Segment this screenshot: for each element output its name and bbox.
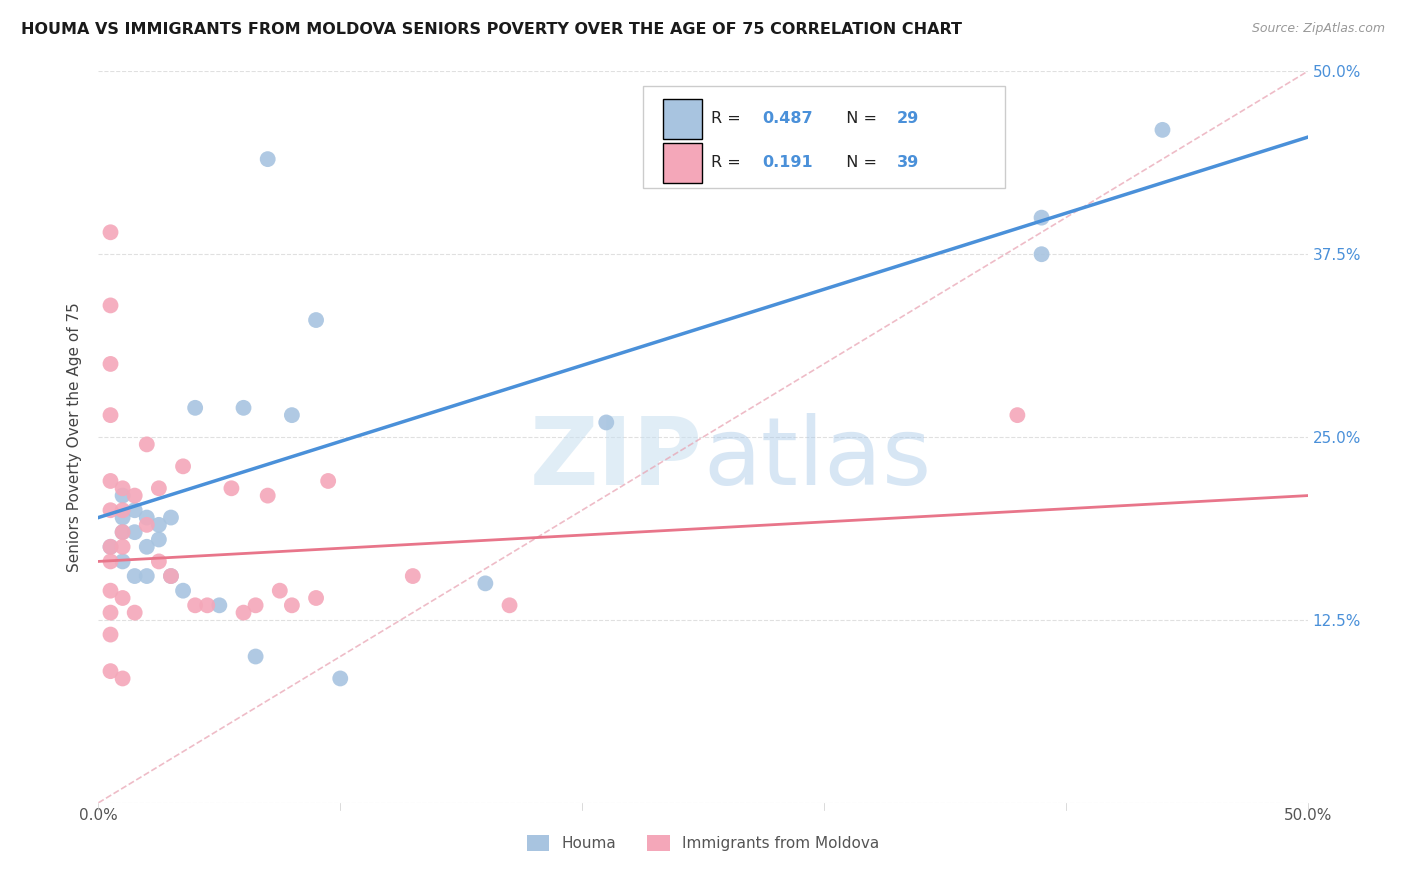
Point bbox=[100, 503, 122, 517]
Point bbox=[111, 525, 134, 540]
Point bbox=[184, 599, 207, 613]
Point bbox=[305, 313, 328, 327]
Point bbox=[245, 599, 267, 613]
Text: R =: R = bbox=[711, 155, 751, 170]
Text: 0.487: 0.487 bbox=[762, 112, 813, 127]
Point bbox=[160, 510, 183, 524]
Point bbox=[221, 481, 243, 495]
Text: N =: N = bbox=[837, 155, 882, 170]
Point bbox=[111, 481, 134, 495]
Point bbox=[148, 481, 170, 495]
Point bbox=[256, 489, 278, 503]
Point bbox=[111, 525, 134, 540]
Point bbox=[124, 525, 146, 540]
Point bbox=[329, 672, 352, 686]
Point bbox=[208, 599, 231, 613]
Text: 29: 29 bbox=[897, 112, 918, 127]
Point bbox=[100, 664, 122, 678]
FancyBboxPatch shape bbox=[664, 99, 702, 139]
Point bbox=[100, 627, 122, 641]
Point bbox=[281, 599, 304, 613]
Point bbox=[172, 583, 194, 598]
Text: HOUMA VS IMMIGRANTS FROM MOLDOVA SENIORS POVERTY OVER THE AGE OF 75 CORRELATION : HOUMA VS IMMIGRANTS FROM MOLDOVA SENIORS… bbox=[21, 22, 962, 37]
Point bbox=[160, 569, 183, 583]
Point bbox=[316, 474, 339, 488]
Point bbox=[100, 474, 122, 488]
Point bbox=[100, 357, 122, 371]
Point bbox=[111, 503, 134, 517]
Point bbox=[595, 416, 617, 430]
Point bbox=[111, 672, 134, 686]
Point bbox=[100, 606, 122, 620]
Point bbox=[160, 569, 183, 583]
Point bbox=[305, 591, 328, 605]
Point bbox=[124, 606, 146, 620]
Point bbox=[1007, 408, 1029, 422]
Point bbox=[135, 540, 157, 554]
Point bbox=[100, 298, 122, 312]
Point bbox=[474, 576, 496, 591]
Point bbox=[100, 540, 122, 554]
Legend: Houma, Immigrants from Moldova: Houma, Immigrants from Moldova bbox=[520, 830, 886, 857]
Point bbox=[100, 583, 122, 598]
Point bbox=[111, 489, 134, 503]
Point bbox=[498, 599, 520, 613]
Point bbox=[111, 591, 134, 605]
Point bbox=[172, 459, 194, 474]
Point bbox=[195, 599, 218, 613]
Text: N =: N = bbox=[837, 112, 882, 127]
FancyBboxPatch shape bbox=[643, 86, 1005, 188]
Point bbox=[100, 408, 122, 422]
Point bbox=[232, 606, 254, 620]
Point bbox=[124, 569, 146, 583]
Text: atlas: atlas bbox=[703, 413, 931, 505]
Text: 39: 39 bbox=[897, 155, 918, 170]
Text: ZIP: ZIP bbox=[530, 413, 703, 505]
Point bbox=[111, 540, 134, 554]
Point bbox=[281, 408, 304, 422]
Point bbox=[100, 225, 122, 239]
Point bbox=[148, 554, 170, 568]
Point bbox=[135, 569, 157, 583]
Point bbox=[1152, 123, 1174, 137]
FancyBboxPatch shape bbox=[664, 143, 702, 183]
Point bbox=[100, 554, 122, 568]
Point bbox=[111, 510, 134, 524]
Point bbox=[1031, 247, 1053, 261]
Point bbox=[100, 540, 122, 554]
Text: 0.191: 0.191 bbox=[762, 155, 813, 170]
Point bbox=[135, 517, 157, 532]
Point bbox=[232, 401, 254, 415]
Text: R =: R = bbox=[711, 112, 747, 127]
Point bbox=[269, 583, 291, 598]
Point bbox=[148, 517, 170, 532]
Point bbox=[256, 152, 278, 166]
Point bbox=[402, 569, 425, 583]
Point bbox=[135, 437, 157, 451]
Text: Source: ZipAtlas.com: Source: ZipAtlas.com bbox=[1251, 22, 1385, 36]
Point bbox=[1031, 211, 1053, 225]
Point bbox=[245, 649, 267, 664]
Point bbox=[124, 503, 146, 517]
Point bbox=[148, 533, 170, 547]
Point bbox=[124, 489, 146, 503]
Point bbox=[135, 510, 157, 524]
Point bbox=[111, 554, 134, 568]
Point bbox=[184, 401, 207, 415]
Y-axis label: Seniors Poverty Over the Age of 75: Seniors Poverty Over the Age of 75 bbox=[67, 302, 83, 572]
